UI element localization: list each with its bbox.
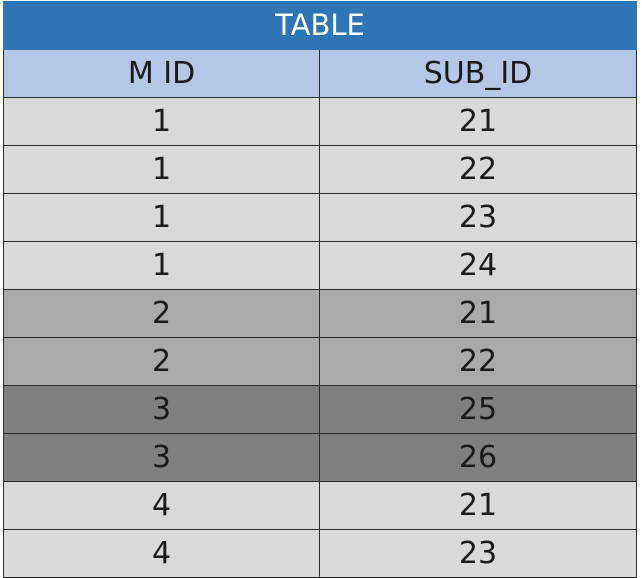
cell-sub-id: 24 bbox=[319, 241, 637, 290]
table-row: 1 24 bbox=[3, 241, 637, 290]
cell-sub-id: 23 bbox=[319, 529, 637, 578]
cell-sub-id: 25 bbox=[319, 385, 637, 434]
cell-m-id: 1 bbox=[3, 145, 320, 194]
cell-sub-id: 21 bbox=[319, 481, 637, 530]
cell-m-id: 4 bbox=[3, 481, 320, 530]
table-row: 1 21 bbox=[3, 97, 637, 146]
table-row: 4 21 bbox=[3, 481, 637, 530]
cell-sub-id: 22 bbox=[319, 337, 637, 386]
table-row: 1 22 bbox=[3, 145, 637, 194]
cell-sub-id: 26 bbox=[319, 433, 637, 482]
cell-m-id: 2 bbox=[3, 289, 320, 338]
column-header-sub-id: SUB_ID bbox=[319, 49, 637, 98]
cell-m-id: 3 bbox=[3, 433, 320, 482]
cell-sub-id: 21 bbox=[319, 97, 637, 146]
cell-sub-id: 22 bbox=[319, 145, 637, 194]
table-row: 3 26 bbox=[3, 433, 637, 482]
cell-sub-id: 21 bbox=[319, 289, 637, 338]
column-header-m-id: M ID bbox=[3, 49, 320, 98]
cell-m-id: 1 bbox=[3, 193, 320, 242]
cell-sub-id: 23 bbox=[319, 193, 637, 242]
table-row: 3 25 bbox=[3, 385, 637, 434]
table-row: 2 22 bbox=[3, 337, 637, 386]
cell-m-id: 1 bbox=[3, 97, 320, 146]
table-row: 1 23 bbox=[3, 193, 637, 242]
table-title: TABLE bbox=[3, 1, 637, 50]
table-title-row: TABLE bbox=[3, 1, 637, 50]
table-header-row: M ID SUB_ID bbox=[3, 49, 637, 98]
data-table-container: TABLE M ID SUB_ID 1 21 1 22 1 23 1 24 bbox=[3, 1, 637, 578]
table-body: 1 21 1 22 1 23 1 24 2 21 2 22 bbox=[3, 97, 637, 578]
cell-m-id: 3 bbox=[3, 385, 320, 434]
table-row: 2 21 bbox=[3, 289, 637, 338]
cell-m-id: 4 bbox=[3, 529, 320, 578]
data-table: TABLE M ID SUB_ID 1 21 1 22 1 23 1 24 bbox=[3, 1, 637, 578]
cell-m-id: 1 bbox=[3, 241, 320, 290]
table-row: 4 23 bbox=[3, 529, 637, 578]
cell-m-id: 2 bbox=[3, 337, 320, 386]
